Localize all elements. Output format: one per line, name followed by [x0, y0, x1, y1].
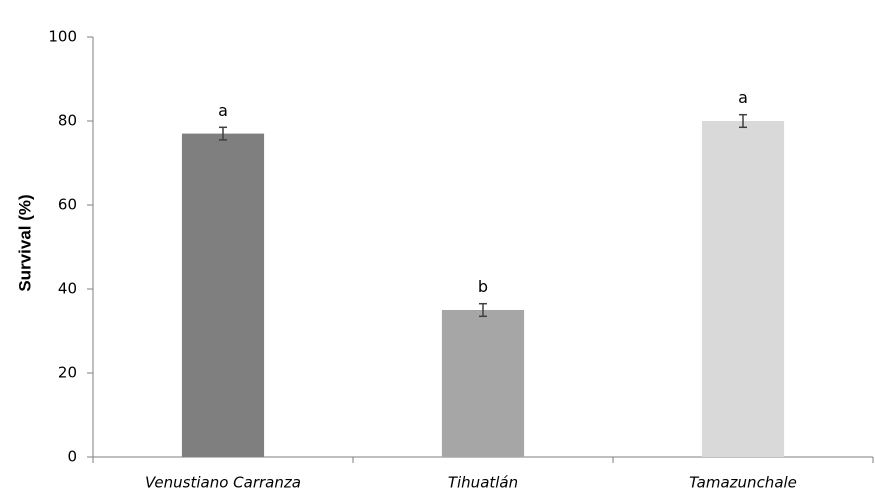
bar	[701, 121, 785, 457]
y-tick-label: 60	[58, 196, 77, 214]
y-tick-label: 20	[58, 364, 77, 382]
y-tick-label: 0	[67, 448, 77, 466]
significance-letter: b	[478, 277, 488, 296]
error-bar	[739, 113, 747, 129]
error-bar	[479, 302, 487, 318]
significance-letter: a	[738, 88, 748, 107]
y-tick-label: 80	[58, 112, 77, 130]
y-tick-label: 100	[48, 28, 77, 46]
error-bar	[219, 126, 227, 141]
y-axis-label: Survival (%)	[15, 194, 34, 291]
bar	[441, 310, 525, 457]
x-tick-label: Tihuatlán	[448, 474, 518, 492]
x-tick-label: Tamazunchale	[689, 474, 797, 492]
y-tick-label: 40	[58, 280, 77, 298]
significance-letter: a	[218, 101, 228, 120]
bar	[181, 133, 265, 457]
x-tick-label: Venustiano Carranza	[145, 474, 301, 492]
